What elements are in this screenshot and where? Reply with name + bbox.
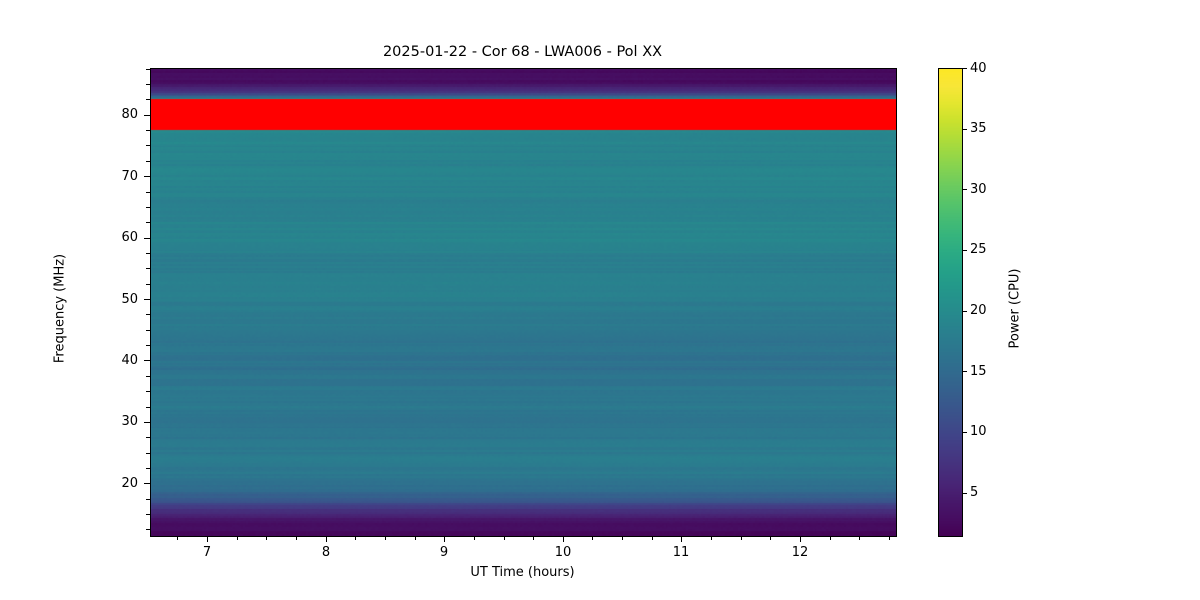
colorbar-tick-label: 5 [970,485,979,500]
y-axis-tick [144,176,150,177]
y-axis-tick-label: 40 [121,353,138,368]
y-axis-minor-tick [146,314,150,315]
x-axis-tick-label: 10 [554,545,572,560]
y-axis-minor-tick [146,84,150,85]
x-axis-tick [444,536,445,542]
x-axis-tick [800,536,801,542]
x-axis-minor-tick [770,536,771,540]
colorbar-label: Power (CPU) [1007,268,1023,349]
x-axis-tick-label: 9 [439,545,449,560]
colorbar-tick-label: 40 [970,61,987,76]
x-axis-minor-tick [889,536,890,540]
y-axis-minor-tick [146,376,150,377]
x-axis-tick [563,536,564,542]
x-axis-tick-label: 8 [321,545,331,560]
x-axis-tick-label: 11 [672,545,690,560]
y-axis-tick [144,422,150,423]
x-axis-minor-tick [355,536,356,540]
colorbar-tick [962,493,967,494]
x-axis-minor-tick [385,536,386,540]
y-axis-minor-tick [146,330,150,331]
y-axis-tick-label: 20 [121,476,138,491]
y-axis-minor-tick [146,207,150,208]
y-axis-minor-tick [146,192,150,193]
colorbar-tick [962,432,967,433]
colorbar-tick [962,189,967,190]
x-axis-minor-tick [741,536,742,540]
y-axis-minor-tick [146,222,150,223]
colorbar-tick [962,68,967,69]
y-axis-minor-tick [146,391,150,392]
colorbar-tick-label: 25 [970,242,987,257]
spectrogram-image [151,69,896,536]
x-axis-minor-tick [237,536,238,540]
y-axis-minor-tick [146,161,150,162]
colorbar-gradient [939,69,962,536]
y-axis-tick-label: 30 [121,414,138,429]
y-axis-minor-tick [146,514,150,515]
y-axis-tick [144,238,150,239]
x-axis-minor-tick [296,536,297,540]
colorbar-tick-label: 10 [970,424,987,439]
y-axis-tick [144,360,150,361]
x-axis-minor-tick [504,536,505,540]
colorbar-tick [962,311,967,312]
x-axis-minor-tick [415,536,416,540]
y-axis-minor-tick [146,284,150,285]
colorbar-axes[interactable] [938,68,963,537]
spectrogram-axes[interactable] [150,68,897,537]
x-axis-minor-tick [652,536,653,540]
y-axis-minor-tick [146,69,150,70]
y-axis-minor-tick [146,130,150,131]
y-axis-minor-tick [146,145,150,146]
y-axis-minor-tick [146,468,150,469]
y-axis-tick [144,115,150,116]
y-axis-minor-tick [146,407,150,408]
y-axis-label: Frequency (MHz) [52,253,68,364]
colorbar-tick [962,371,967,372]
y-axis-tick [144,483,150,484]
y-axis-minor-tick [146,99,150,100]
y-axis-tick-label: 70 [121,169,138,184]
colorbar-tick [962,250,967,251]
y-axis-minor-tick [146,499,150,500]
x-axis-minor-tick [859,536,860,540]
y-axis-minor-tick [146,437,150,438]
y-axis-minor-tick [146,253,150,254]
x-axis-minor-tick [592,536,593,540]
page-title: 2025-01-22 - Cor 68 - LWA006 - Pol XX [382,44,663,60]
x-axis-label: UT Time (hours) [470,565,575,580]
x-axis-tick [326,536,327,542]
x-axis-tick-label: 7 [202,545,212,560]
x-axis-tick-label: 12 [791,545,809,560]
colorbar-tick-label: 20 [970,303,987,318]
y-axis-minor-tick [146,529,150,530]
x-axis-minor-tick [266,536,267,540]
y-axis-tick-label: 80 [121,107,138,122]
x-axis-minor-tick [474,536,475,540]
x-axis-minor-tick [622,536,623,540]
y-axis-minor-tick [146,345,150,346]
x-axis-minor-tick [177,536,178,540]
x-axis-minor-tick [711,536,712,540]
y-axis-tick [144,299,150,300]
colorbar-tick [962,129,967,130]
x-axis-tick [207,536,208,542]
y-axis-tick-label: 60 [121,230,138,245]
colorbar-tick-label: 35 [970,121,987,136]
x-axis-tick [681,536,682,542]
x-axis-minor-tick [830,536,831,540]
colorbar-tick-label: 15 [970,364,987,379]
y-axis-minor-tick [146,453,150,454]
colorbar-tick-label: 30 [970,182,987,197]
x-axis-minor-tick [533,536,534,540]
y-axis-minor-tick [146,268,150,269]
y-axis-tick-label: 50 [121,292,138,307]
